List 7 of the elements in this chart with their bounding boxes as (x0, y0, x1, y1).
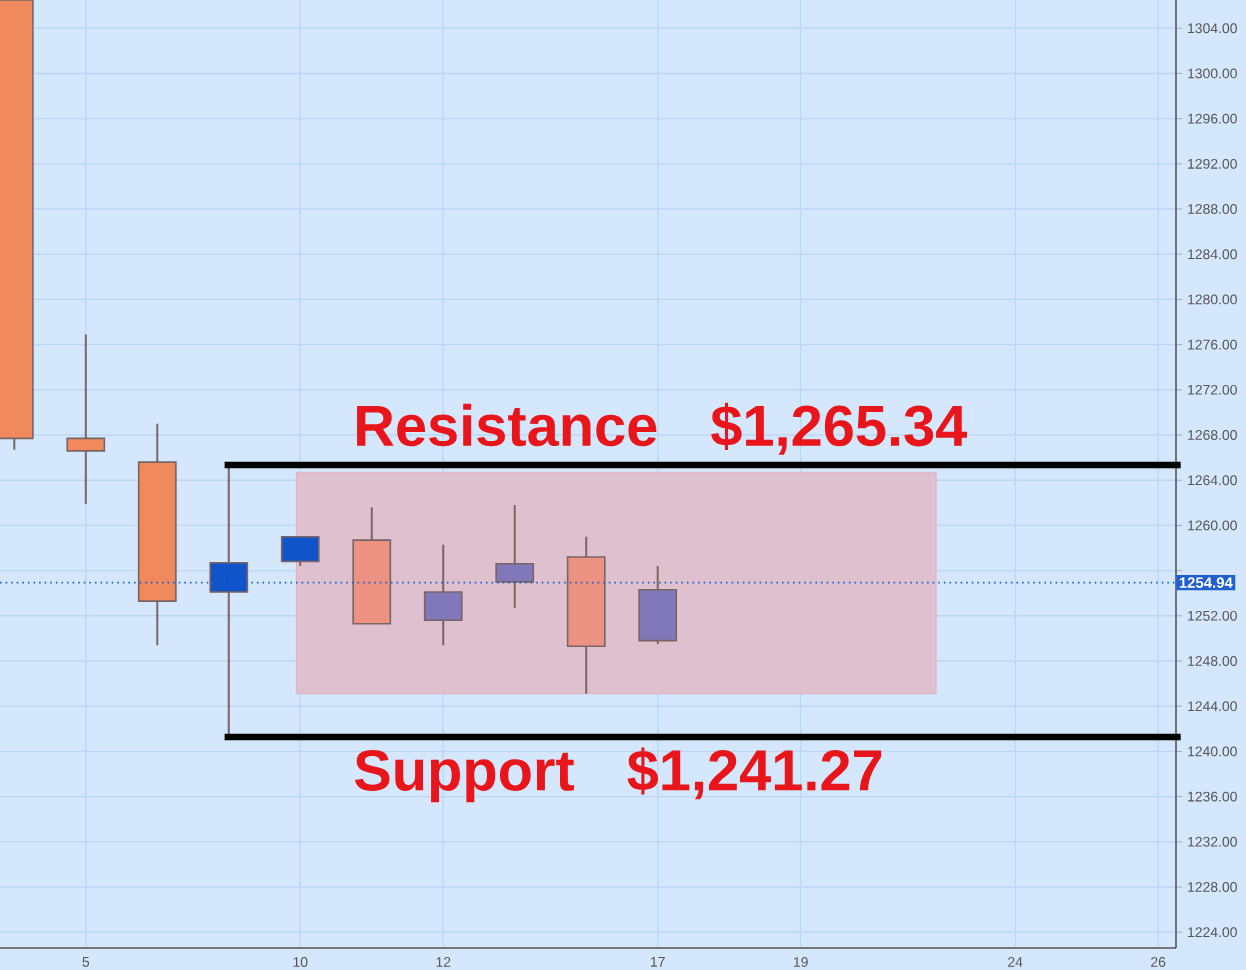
candlestick (423, 543, 463, 647)
candlestick (209, 464, 249, 739)
candlestick (66, 333, 106, 505)
ref-line-label: Support $1,241.27 (354, 747, 882, 803)
ref-line-label: Resistance $1,265.34 (357, 402, 968, 455)
candlestick (280, 535, 320, 568)
candlestick (495, 504, 535, 609)
